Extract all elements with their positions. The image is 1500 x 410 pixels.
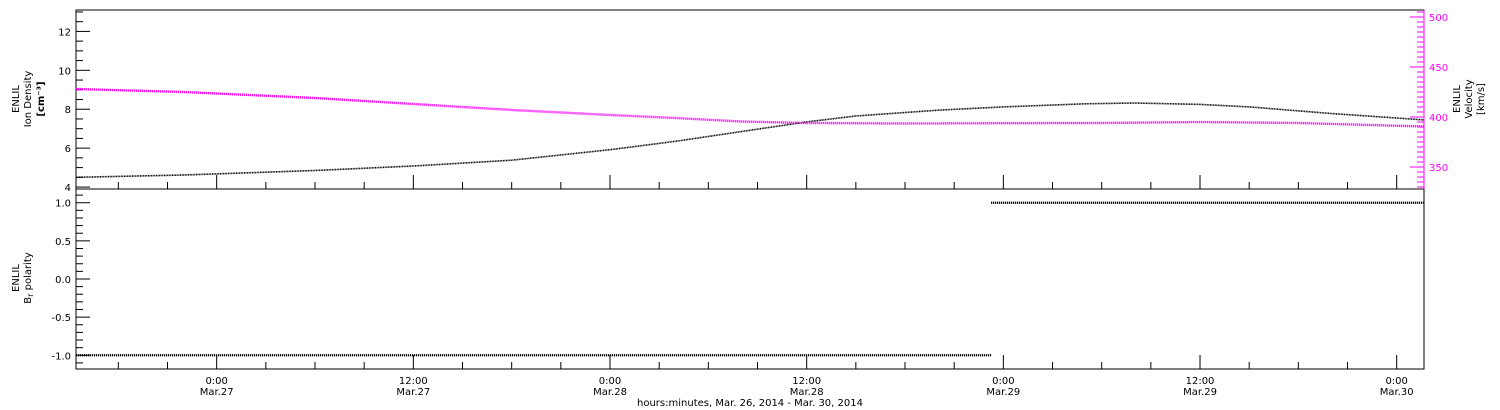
density-tick-label: 6 [65, 144, 71, 155]
density-axis-title-line3: [cm⁻³] [36, 81, 47, 116]
time-axis: 0:00Mar.2712:00Mar.270:00Mar.2812:00Mar.… [117, 175, 1414, 398]
polarity-tick-label: 0.5 [55, 237, 71, 248]
velocity-axis-title-line1: ENLIL [1452, 85, 1463, 113]
time-tick-date: Mar.29 [1183, 387, 1217, 398]
time-tick-date: Mar.28 [790, 387, 824, 398]
velocity-tick-label: 450 [1429, 63, 1448, 74]
time-tick-label: 0:00 [992, 376, 1014, 387]
velocity-tick-label: 350 [1429, 163, 1448, 174]
time-tick-date: Mar.28 [593, 387, 627, 398]
time-tick-date: Mar.27 [396, 387, 430, 398]
time-tick-label: 12:00 [1186, 376, 1215, 387]
polarity-tick-label: -1.0 [51, 351, 71, 362]
velocity-tick-label: 400 [1429, 113, 1448, 124]
time-tick-label: 12:00 [399, 376, 428, 387]
density-tick-label: 12 [58, 27, 71, 38]
time-tick-date: Mar.29 [986, 387, 1020, 398]
velocity-tick-label: 500 [1429, 13, 1448, 24]
polarity-axis-title-line1: ENLIL [11, 264, 22, 292]
density-axis-title-line2: Ion Density [23, 71, 34, 128]
density-tick-label: 10 [58, 66, 71, 77]
velocity-axis-title-line2: Velocity [1464, 79, 1475, 118]
polarity-tick-label: -0.5 [51, 313, 71, 324]
polarity-axis-title-line2: Br polarity [23, 252, 35, 304]
time-tick-label: 0:00 [205, 376, 227, 387]
x-axis-title: hours:minutes, Mar. 26, 2014 - Mar. 30, … [637, 398, 863, 409]
density-tick-label: 8 [65, 105, 71, 116]
time-tick-date: Mar.30 [1380, 387, 1414, 398]
series-layer [75, 87, 1425, 357]
time-tick-label: 12:00 [792, 376, 821, 387]
velocity-axis-title-line3: [km/s] [1476, 83, 1487, 115]
velocity-axis: 350 400 450 500 [1410, 10, 1448, 189]
velocity-series [75, 87, 1425, 128]
time-tick-label: 0:00 [1385, 376, 1407, 387]
density-axis: 4 6 8 10 12 [58, 11, 90, 194]
time-tick-date: Mar.27 [200, 387, 234, 398]
density-axis-title-line1: ENLIL [11, 85, 22, 113]
polarity-tick-label: 0.0 [55, 275, 71, 286]
time-tick-label: 0:00 [599, 376, 621, 387]
polarity-axis: -1.0 -0.5 0.0 0.5 1.0 [51, 194, 90, 364]
polarity-tick-label: 1.0 [55, 199, 71, 210]
density-tick-label: 4 [65, 183, 71, 194]
